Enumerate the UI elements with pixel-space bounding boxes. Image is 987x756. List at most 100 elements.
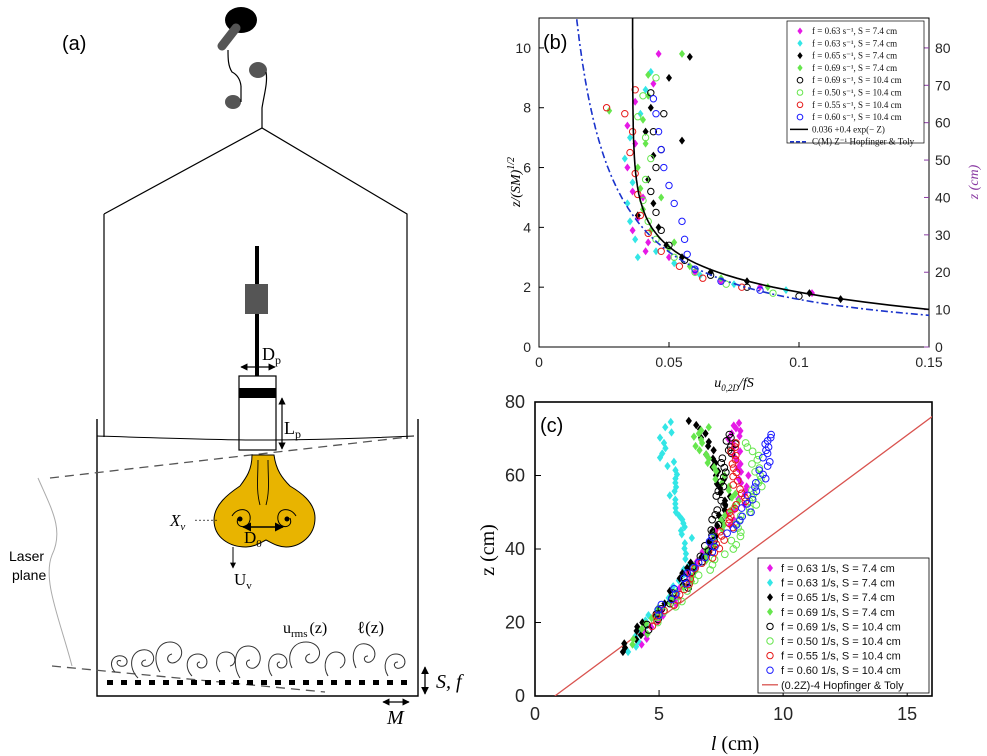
- chart-b-ytick-right-label: 0: [935, 339, 943, 355]
- chart-c-point: [637, 630, 645, 640]
- dp-label: Dp: [262, 344, 281, 367]
- chart-b-point: [637, 109, 644, 118]
- chart-c-point: [726, 512, 735, 520]
- panel-b: (b) 0 0.05 0.1 0.15024681001020304050607080…: [506, 17, 982, 393]
- legend-b-marker: [797, 27, 803, 35]
- chart-b-point: [650, 199, 657, 208]
- chart-c-point: [719, 482, 728, 491]
- chart-c-point: [766, 433, 775, 442]
- chart-c-point: [730, 421, 737, 430]
- chart-c-point: [690, 576, 699, 585]
- chart-c-point: [682, 554, 689, 564]
- chart-c-point: [731, 439, 740, 447]
- chart-c-point: [677, 526, 685, 535]
- cylinder: [238, 375, 277, 451]
- chart-c-point: [731, 443, 740, 452]
- chart-c-point: [725, 430, 734, 439]
- chart-c-point: [717, 459, 726, 467]
- legend-b-label: C(M) Z⁻¹ Hopfinger & Toly: [812, 137, 915, 147]
- chart-c-point: [735, 516, 744, 525]
- legend-c-label: f = 0.55 1/s, S = 10.4 cm: [781, 651, 901, 663]
- chart-b-point: [644, 229, 652, 238]
- chart-c-point: [743, 443, 752, 452]
- chart-b-point: [642, 247, 649, 256]
- chart-b-point: [647, 103, 654, 112]
- chart-c-point: [681, 544, 688, 553]
- chart-c-point: [630, 635, 637, 644]
- legend-b-label: f = 0.60 s⁻¹, S = 10.4 cm: [812, 112, 902, 122]
- chart-b-point: [632, 235, 639, 244]
- chart-b-point: [652, 235, 660, 244]
- legend-c-marker: [767, 564, 773, 572]
- chart-c-point: [708, 531, 716, 540]
- chart-c-point: [717, 515, 725, 525]
- chart-b-ytick-right-label: 30: [935, 227, 951, 243]
- chart-c-point: [666, 599, 674, 608]
- chart-b-point: [645, 238, 652, 247]
- chart-c-point: [702, 429, 709, 438]
- chart-b-point: [653, 247, 659, 256]
- laser-plane-top: [49, 436, 409, 479]
- chart-b-point: [645, 70, 652, 79]
- oscillating-grid: [107, 680, 407, 685]
- chart-c-point: [702, 551, 709, 560]
- chart-c-point: [703, 450, 710, 459]
- chart-b-point: [634, 253, 641, 262]
- chart-b-ytick-right-label: 40: [935, 189, 951, 205]
- chart-c-point: [672, 495, 679, 504]
- chart-b-point: [640, 115, 646, 124]
- vortex-ring: [213, 454, 316, 548]
- chart-b-point: [634, 163, 641, 172]
- chart-b-point: [624, 199, 631, 208]
- chart-c-point: [765, 457, 774, 466]
- chart-c-point: [634, 622, 641, 631]
- chart-c-point: [763, 462, 772, 470]
- chart-b-point: [683, 250, 691, 258]
- chart-c-point: [621, 639, 628, 648]
- chart-b-xtick-label: 0: [535, 354, 543, 370]
- legend-b-marker: [796, 101, 804, 109]
- chart-b-ytick-label: 8: [523, 100, 531, 116]
- chart-b-point: [647, 89, 655, 97]
- chart-b-point: [606, 106, 613, 115]
- legend-b-label: f = 0.65 s⁻¹, S = 7.4 cm: [812, 51, 897, 61]
- chart-c-point: [713, 506, 722, 515]
- legend-b-marker: [796, 113, 804, 121]
- chart-c-point: [668, 428, 675, 437]
- chart-c-point: [664, 461, 671, 471]
- chart-c-point: [682, 579, 690, 588]
- legend-c-label: f = 0.63 1/s, S = 7.4 cm: [781, 563, 895, 575]
- chart-c-point: [667, 595, 676, 604]
- chart-b-point: [641, 133, 650, 142]
- chart-b-point: [642, 139, 649, 148]
- chart-c-point: [717, 477, 726, 486]
- chart-c-point: [667, 417, 674, 427]
- chart-c-point: [767, 430, 775, 439]
- chart-b-point: [671, 259, 678, 268]
- chart-b-point: [670, 253, 678, 261]
- chart-b-panel-label: (b): [543, 32, 567, 54]
- chart-b-point: [806, 289, 813, 298]
- legend-c-label: f = 0.65 1/s, S = 7.4 cm: [781, 592, 895, 604]
- chart-b-point: [642, 127, 649, 136]
- chart-c-point: [754, 451, 763, 460]
- chart-c-point: [657, 600, 666, 609]
- chart-c-point: [710, 446, 717, 455]
- chart-b-point: [769, 289, 777, 297]
- chart-c-point: [731, 451, 740, 460]
- chart-c-point: [729, 481, 738, 489]
- chart-c-point: [745, 471, 752, 480]
- legend-b-label: f = 0.50 s⁻¹, S = 10.4 cm: [812, 88, 902, 98]
- chart-c-point: [670, 585, 679, 593]
- chart-b-point: [679, 49, 685, 58]
- chart-c-point: [725, 508, 734, 517]
- legend-b-label: 0.036 +0.4 exp(− Z): [812, 124, 885, 134]
- chart-c-curve-hopfinger: [554, 415, 932, 696]
- chart-c-point: [632, 642, 640, 651]
- chart-c-point: [747, 508, 755, 517]
- chart-c-point: [671, 590, 680, 599]
- chart-c-point: [638, 624, 645, 633]
- chart-b-point: [621, 154, 628, 163]
- chart-c-point: [743, 499, 751, 508]
